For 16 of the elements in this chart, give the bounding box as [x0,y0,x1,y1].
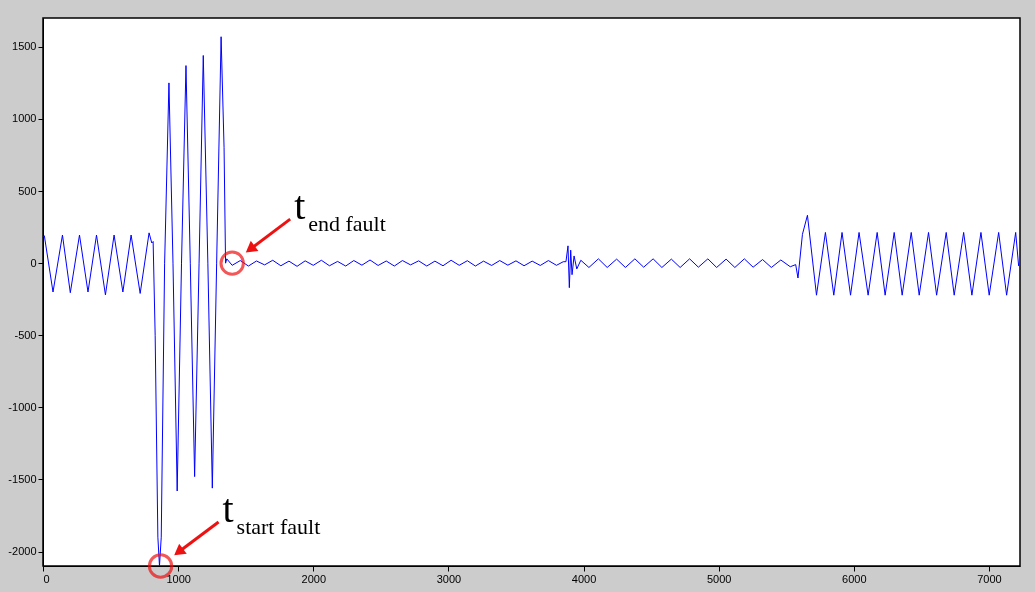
x-tick-label: 5000 [706,572,732,585]
y-tick-label: 1000 [12,112,37,125]
x-tick-label: 7000 [977,572,1002,585]
y-tick-label: 1500 [12,40,37,53]
x-tick-label: 0 [43,572,50,585]
y-tick-label: -1000 [8,400,37,413]
y-tick-label: -2000 [8,545,37,558]
x-tick-label: 2000 [301,572,326,585]
y-tick-label: -500 [14,328,37,341]
x-tick-label: 4000 [571,572,597,585]
y-tick-label: 500 [18,184,37,197]
x-tick-label: 3000 [436,572,462,585]
y-tick-label: 0 [30,256,37,269]
x-tick-label: 1000 [166,572,191,585]
y-tick-label: -1500 [8,472,37,485]
x-tick-label: 6000 [842,572,867,585]
